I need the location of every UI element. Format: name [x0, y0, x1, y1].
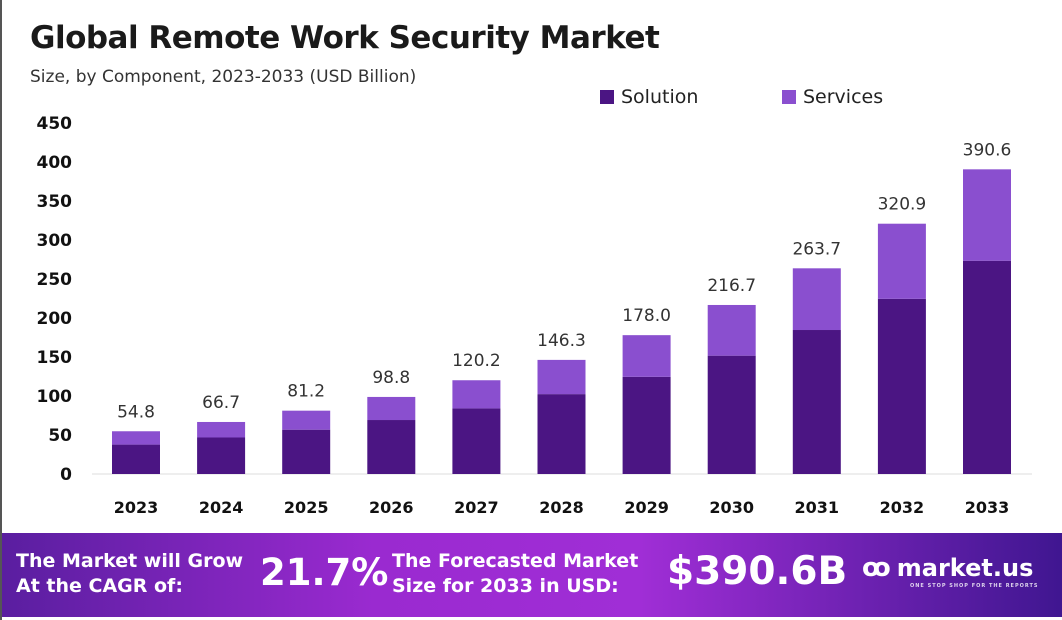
bar-services-2032: [877, 223, 926, 299]
forecast-label-line2: Size for 2033 in USD:: [392, 575, 619, 597]
bar-solution-2032: [877, 298, 926, 474]
y-tick-label: 0: [60, 465, 72, 485]
bar-solution-2029: [622, 376, 671, 474]
data-label-2025: 81.2: [287, 382, 325, 402]
bar-solution-2024: [197, 437, 246, 474]
chart-subtitle: Size, by Component, 2023-2033 (USD Billi…: [30, 67, 417, 87]
bar-services-2033: [963, 169, 1011, 261]
x-tick-label: 2030: [709, 498, 754, 517]
y-tick-label: 250: [37, 270, 73, 290]
bar-services-2024: [197, 421, 246, 438]
market-us-logo: ꝏ market.us ONE STOP SHOP FOR THE REPORT…: [862, 553, 1038, 589]
y-tick-label: 150: [37, 348, 73, 368]
data-label-2031: 263.7: [792, 239, 841, 259]
x-tick-label: 2023: [114, 498, 159, 517]
data-label-2026: 98.8: [372, 368, 410, 388]
cagr-label-line2: At the CAGR of:: [16, 575, 183, 597]
logo-mark-icon: ꝏ: [862, 553, 891, 583]
data-label-2023: 54.8: [117, 402, 155, 422]
plot-area: 0 50 100 150 200 250 300 350 400 450 54.8 2023 66.7 2…: [37, 114, 1032, 517]
y-tick-label: 100: [37, 387, 73, 407]
bar-solution-2023: [112, 444, 160, 474]
bar-services-2031: [792, 268, 841, 331]
cagr-label-line1: The Market will Grow: [16, 550, 244, 572]
y-tick-label: 200: [37, 309, 73, 329]
x-tick-label: 2028: [539, 498, 584, 517]
x-tick-label: 2029: [624, 498, 669, 517]
bar-solution-2031: [792, 330, 841, 474]
y-tick-label: 350: [37, 192, 73, 212]
forecast-label-line1: The Forecasted Market: [392, 550, 639, 572]
x-tick-label: 2024: [199, 498, 244, 517]
y-tick-label: 400: [37, 153, 73, 173]
bar-solution-2026: [367, 420, 416, 474]
legend-label-services: Services: [803, 86, 884, 108]
data-label-2033: 390.6: [963, 140, 1012, 160]
x-tick-label: 2032: [880, 498, 925, 517]
legend-swatch-services: [782, 90, 796, 104]
forecast-value: $390.6B: [667, 549, 848, 594]
bar-services-2026: [367, 396, 416, 421]
bar-services-2027: [452, 380, 501, 409]
bar-solution-2033: [963, 260, 1011, 474]
y-tick-label: 300: [37, 231, 73, 251]
logo-text: market.us: [896, 554, 1034, 582]
cagr-label: The Market will Grow At the CAGR of:: [16, 549, 243, 599]
data-label-2027: 120.2: [452, 351, 501, 371]
summary-banner: The Market will Grow At the CAGR of: 21.…: [2, 533, 1062, 617]
y-tick-label: 450: [37, 114, 73, 134]
legend-solution: Solution: [600, 86, 698, 108]
y-tick-label: 50: [48, 426, 72, 446]
x-tick-label: 2026: [369, 498, 414, 517]
data-label-2032: 320.9: [878, 195, 927, 215]
x-tick-label: 2031: [795, 498, 840, 517]
data-label-2029: 178.0: [622, 306, 671, 326]
forecast-label: The Forecasted Market Size for 2033 in U…: [392, 549, 638, 599]
legend-swatch-solution: [600, 90, 614, 104]
chart-title: Global Remote Work Security Market: [30, 20, 660, 56]
bar-solution-2025: [282, 429, 331, 474]
x-tick-label: 2033: [965, 498, 1010, 517]
legend-label-solution: Solution: [621, 86, 699, 108]
logo-tagline: ONE STOP SHOP FOR THE REPORTS: [910, 583, 1039, 589]
bar-services-2029: [622, 335, 671, 377]
cagr-value: 21.7%: [260, 551, 389, 594]
data-label-2024: 66.7: [202, 393, 240, 413]
bar-services-2030: [707, 304, 756, 356]
bar-services-2028: [537, 359, 586, 395]
x-tick-label: 2027: [454, 498, 499, 517]
data-label-2030: 216.7: [707, 276, 756, 296]
bar-solution-2028: [537, 394, 586, 474]
bar-services-2023: [112, 431, 160, 445]
bar-solution-2027: [452, 408, 501, 474]
bar-services-2025: [282, 410, 331, 430]
legend-services: Services: [782, 86, 883, 108]
x-tick-label: 2025: [284, 498, 329, 517]
bar-solution-2030: [707, 355, 756, 474]
data-label-2028: 146.3: [537, 331, 586, 351]
